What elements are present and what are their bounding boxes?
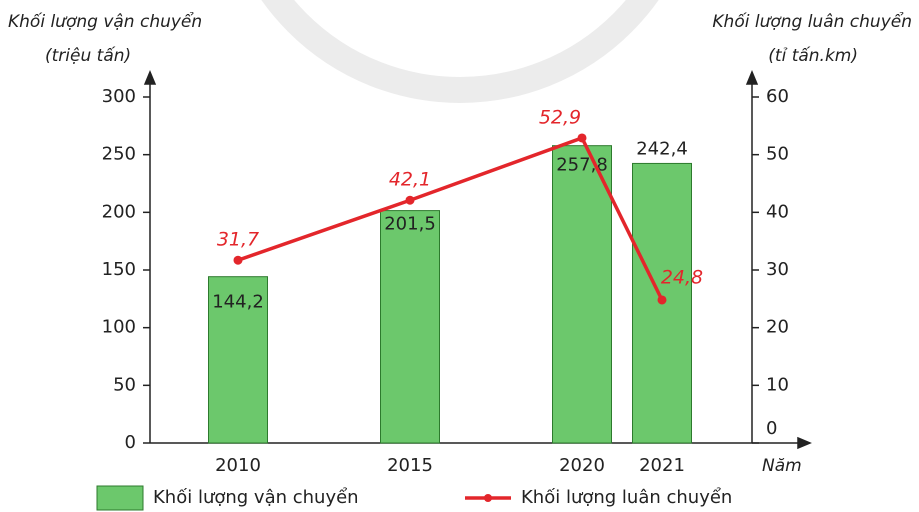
y2-axis-label: Khối lượng luân chuyển — [712, 11, 912, 32]
y2-tick-label: 0 — [766, 418, 777, 439]
y-tick-label: 200 — [102, 201, 136, 222]
legend-label: Khối lượng vận chuyển — [153, 487, 359, 508]
y-tick-label: 100 — [102, 317, 136, 338]
legend-dot — [484, 494, 492, 502]
y2-tick-label: 10 — [766, 374, 789, 395]
y2-axis-unit: (tỉ tấn.km) — [768, 45, 858, 66]
line-point — [657, 295, 667, 305]
arrow — [745, 70, 759, 85]
x-tick-label: 2010 — [215, 455, 261, 476]
x-tick-label: 2015 — [387, 455, 433, 476]
bar — [380, 210, 440, 444]
y-tick-label: 250 — [102, 144, 136, 165]
bar — [208, 276, 268, 444]
arrow — [797, 436, 812, 450]
bar-value-label: 201,5 — [384, 214, 436, 235]
y2-tick-label: 60 — [766, 86, 789, 107]
y2-tick-label: 40 — [766, 201, 789, 222]
line-point — [405, 195, 415, 205]
line-point — [233, 255, 243, 265]
y-tick-label: 150 — [102, 259, 136, 280]
y2-tick-label: 20 — [766, 317, 789, 338]
bar-value-label: 144,2 — [212, 292, 264, 313]
y-tick-label: 0 — [125, 432, 136, 453]
x-axis-label: Năm — [762, 456, 802, 476]
y-axis-unit: (triệu tấn) — [45, 45, 131, 66]
arrow — [143, 70, 157, 85]
watermark — [261, 0, 659, 103]
y2-tick-label: 50 — [766, 144, 789, 165]
x-tick-label: 2021 — [639, 455, 685, 476]
y-tick-label: 300 — [102, 86, 136, 107]
y-tick-label: 50 — [113, 374, 136, 395]
line — [237, 135, 664, 301]
bar-value-label: 242,4 — [636, 138, 688, 159]
line-point — [577, 133, 587, 143]
line-value-label: 42,1 — [389, 169, 431, 191]
legend-label: Khối lượng luân chuyển — [521, 487, 732, 508]
bar-value-label: 257,8 — [556, 155, 608, 176]
line-value-label: 31,7 — [217, 229, 259, 251]
legend-swatch — [96, 485, 144, 511]
line-value-label: 52,9 — [539, 106, 581, 128]
x-tick-label: 2020 — [559, 455, 605, 476]
line-value-label: 24,8 — [661, 266, 703, 288]
y2-tick-label: 30 — [766, 259, 789, 280]
y-axis-label: Khối lượng vận chuyển — [8, 11, 202, 32]
bar — [552, 145, 612, 444]
